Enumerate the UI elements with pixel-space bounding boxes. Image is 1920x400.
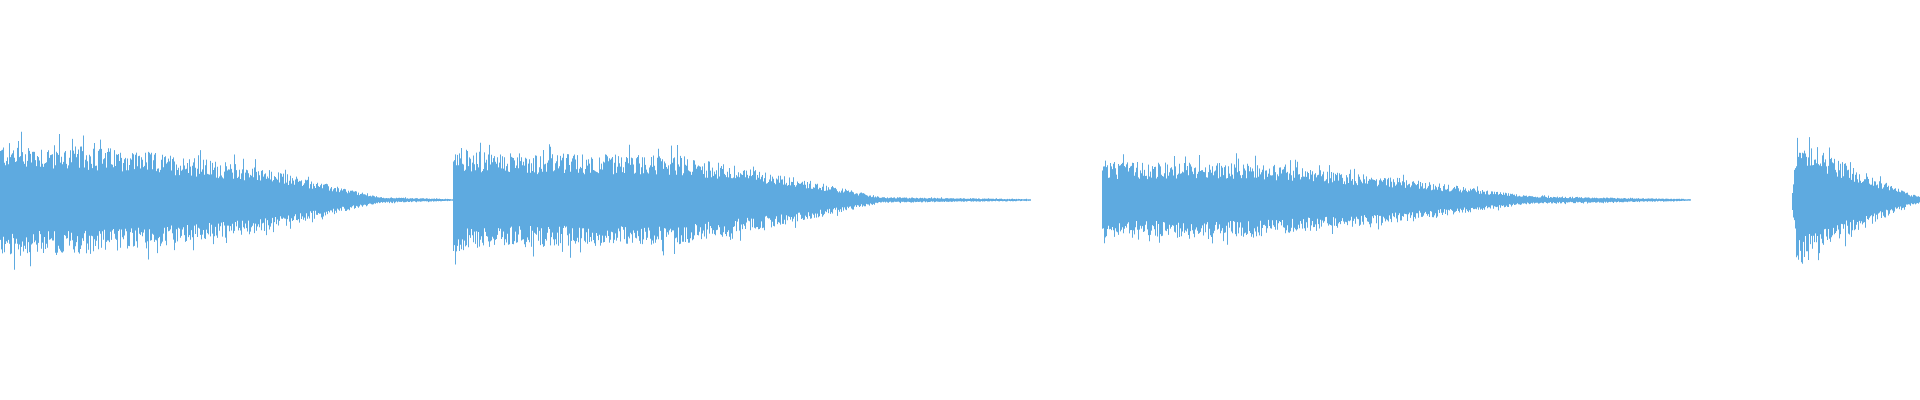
waveform-clip xyxy=(1102,153,1691,245)
waveform-clip xyxy=(0,131,454,270)
waveform-clip xyxy=(1792,137,1920,264)
waveform-clip xyxy=(453,142,1031,265)
